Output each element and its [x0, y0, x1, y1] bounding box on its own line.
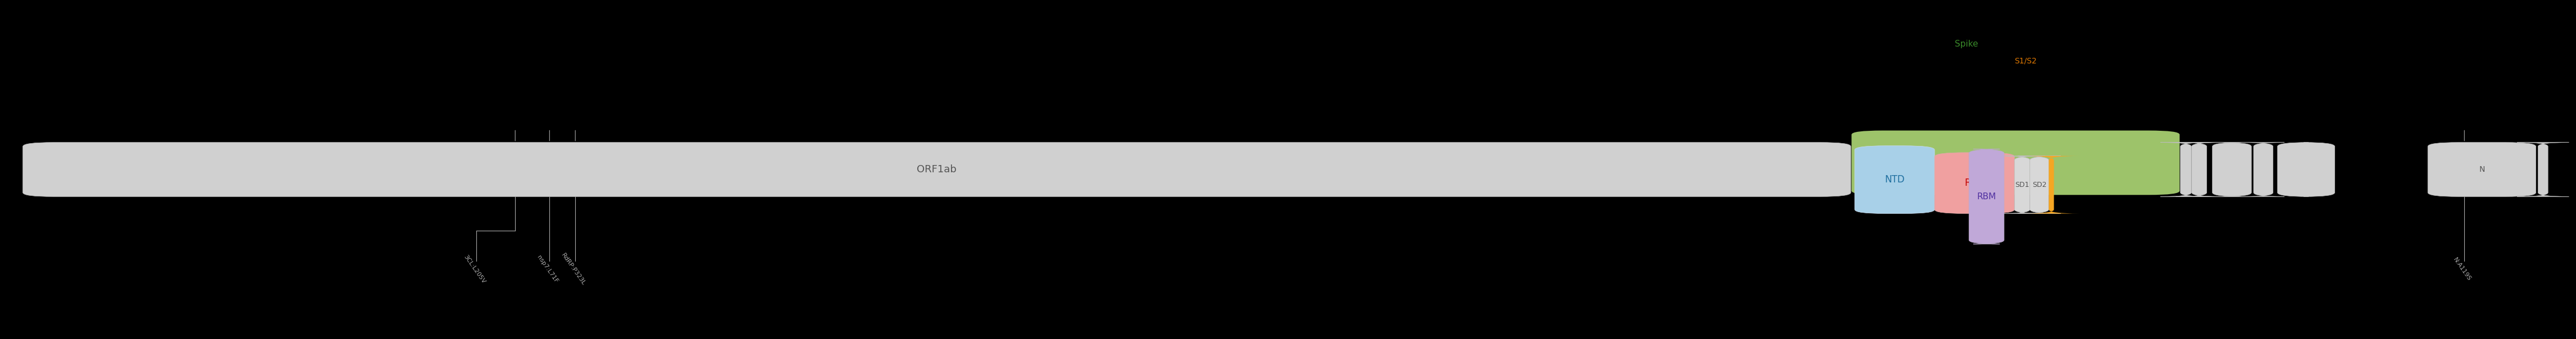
FancyBboxPatch shape	[2022, 156, 2079, 214]
FancyBboxPatch shape	[2017, 156, 2061, 214]
FancyBboxPatch shape	[2213, 142, 2251, 197]
Text: NTD: NTD	[1886, 175, 1904, 185]
Text: N:A119S: N:A119S	[2452, 257, 2473, 282]
FancyBboxPatch shape	[2241, 142, 2285, 197]
Text: 3CL:L205V: 3CL:L205V	[461, 254, 487, 285]
Text: SD1: SD1	[2014, 181, 2030, 188]
FancyBboxPatch shape	[1852, 131, 2179, 195]
FancyBboxPatch shape	[1935, 153, 2014, 214]
FancyBboxPatch shape	[2161, 142, 2210, 197]
FancyBboxPatch shape	[1855, 146, 1935, 214]
FancyBboxPatch shape	[23, 142, 1850, 197]
FancyBboxPatch shape	[2517, 142, 2568, 197]
FancyBboxPatch shape	[2427, 142, 2535, 197]
Text: S1/S2: S1/S2	[2014, 57, 2038, 65]
Text: ORF1ab: ORF1ab	[917, 164, 956, 175]
Text: SD2: SD2	[2032, 181, 2045, 188]
Text: Spike: Spike	[1955, 40, 1978, 48]
FancyBboxPatch shape	[1999, 156, 2045, 214]
Text: RBM: RBM	[1976, 193, 1996, 201]
FancyBboxPatch shape	[1968, 149, 2004, 244]
Text: N: N	[2478, 165, 2486, 174]
Text: RBD: RBD	[1965, 178, 1984, 188]
FancyBboxPatch shape	[2277, 142, 2334, 197]
Text: nsp7:L71F: nsp7:L71F	[536, 255, 559, 284]
Text: RdRP:P323L: RdRP:P323L	[559, 252, 587, 286]
FancyBboxPatch shape	[2177, 142, 2223, 197]
